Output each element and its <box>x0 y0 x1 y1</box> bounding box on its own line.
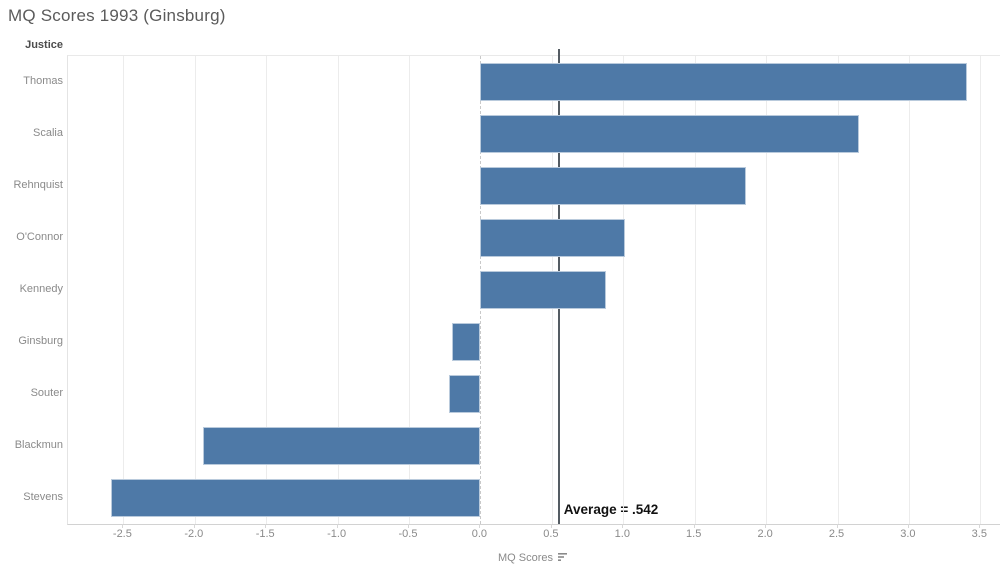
y-axis-label: Thomas <box>23 75 63 87</box>
x-axis-title: MQ Scores <box>67 552 999 565</box>
x-tick-label: -1.0 <box>327 528 347 540</box>
x-tick-label: 0.0 <box>471 528 488 540</box>
y-axis-label: Blackmun <box>14 439 63 451</box>
bar-scalia[interactable] <box>480 115 859 153</box>
tick-mark <box>765 524 767 528</box>
bar-stevens[interactable] <box>110 479 481 517</box>
x-tick-label: -2.5 <box>112 528 132 540</box>
x-tick-label: -0.5 <box>398 528 418 540</box>
x-tick-label: 2.5 <box>828 528 845 540</box>
y-axis-label: Ginsburg <box>18 335 63 347</box>
plot-area: Average = .542 <box>67 49 1000 525</box>
tick-mark <box>479 524 481 528</box>
gridline <box>908 56 910 524</box>
tick-mark <box>836 524 838 528</box>
gridline <box>980 56 982 524</box>
gridline <box>623 56 625 524</box>
x-tick-label: 1.0 <box>614 528 630 540</box>
sort-descending-icon[interactable] <box>557 552 568 565</box>
y-axis-label: Stevens <box>23 491 63 503</box>
tick-mark <box>265 524 267 528</box>
y-axis-label: Rehnquist <box>13 179 63 191</box>
bar-rehnquist[interactable] <box>480 167 746 205</box>
gridline <box>337 56 339 524</box>
bar-blackmun[interactable] <box>203 427 481 465</box>
bar-oconnor[interactable] <box>480 219 625 257</box>
y-axis-label: Kennedy <box>19 283 63 295</box>
tick-mark <box>408 524 409 528</box>
gridline <box>766 56 768 524</box>
bar-thomas[interactable] <box>480 63 968 101</box>
tick-mark <box>907 524 909 528</box>
gridline <box>694 56 696 524</box>
y-axis-label: O'Connor <box>16 231 63 243</box>
y-axis-label: Scalia <box>33 127 63 139</box>
x-tick-label: -1.5 <box>255 528 275 540</box>
chart-title: MQ Scores 1993 (Ginsburg) <box>8 6 226 25</box>
gridline <box>123 56 125 524</box>
tick-mark <box>550 524 552 528</box>
gridline <box>266 56 268 524</box>
tick-mark <box>336 524 338 528</box>
bar-kennedy[interactable] <box>480 271 607 309</box>
tick-mark <box>122 524 124 528</box>
x-tick-label: -2.0 <box>184 528 204 540</box>
y-axis-header: Justice <box>25 39 63 51</box>
gridline <box>409 56 410 524</box>
x-tick-label: 3.5 <box>971 528 987 540</box>
x-tick-label: 2.0 <box>757 528 773 540</box>
gridline <box>837 56 839 524</box>
tick-mark <box>622 524 624 528</box>
x-tick-label: 1.5 <box>686 528 702 540</box>
x-tick-label: 3.0 <box>900 528 916 540</box>
tick-mark <box>979 524 981 528</box>
bar-souter[interactable] <box>449 375 481 413</box>
y-axis-label: Souter <box>30 387 63 399</box>
gridline <box>194 56 196 524</box>
average-annotation: Average = .542 <box>563 502 659 517</box>
bar-ginsburg[interactable] <box>451 323 481 361</box>
x-tick-label: 0.5 <box>543 528 559 540</box>
x-axis-title-text: MQ Scores <box>497 552 553 564</box>
tick-mark <box>193 524 195 528</box>
tick-mark <box>693 524 695 528</box>
